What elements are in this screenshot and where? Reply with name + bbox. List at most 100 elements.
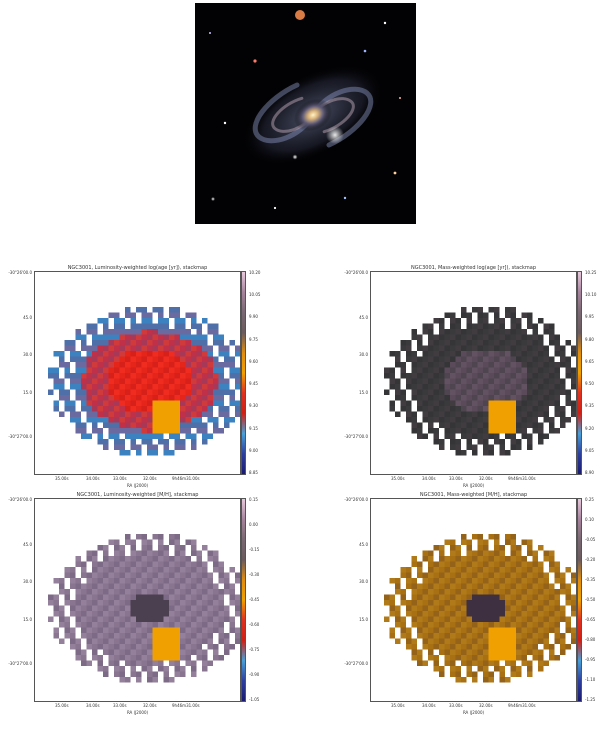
map-pixel	[439, 400, 445, 406]
map-pixel	[141, 400, 147, 406]
map-pixel	[543, 395, 549, 401]
map-pixel	[103, 351, 109, 357]
map-pixel	[158, 384, 164, 390]
map-pixel	[505, 655, 511, 661]
map-pixel	[141, 638, 147, 644]
map-pixel	[389, 627, 395, 633]
map-pixel	[417, 345, 423, 351]
map-pixel	[461, 583, 467, 589]
map-pixel	[411, 561, 417, 567]
map-pixel	[521, 428, 527, 434]
map-pixel	[97, 411, 103, 417]
map-pixel	[384, 600, 390, 606]
map-pixel	[521, 406, 527, 412]
map-pixel	[466, 655, 472, 661]
map-pixel	[169, 422, 175, 428]
map-pixel	[411, 556, 417, 562]
colorbar-tick-label: -0.30	[249, 572, 260, 577]
map-pixel	[158, 378, 164, 384]
map-pixel	[119, 362, 125, 368]
map-frame	[370, 271, 577, 475]
map-pixel	[499, 616, 505, 622]
map-pixel	[461, 433, 467, 439]
map-pixel	[185, 428, 191, 434]
map-pixel	[141, 367, 147, 373]
map-pixel	[565, 373, 571, 379]
map-pixel	[505, 627, 511, 633]
map-pixel	[450, 433, 456, 439]
map-pixel	[483, 417, 489, 423]
map-pixel	[450, 594, 456, 600]
map-pixel	[180, 611, 186, 617]
map-pixel	[554, 384, 560, 390]
map-pixel	[152, 567, 158, 573]
map-pixel	[163, 594, 169, 600]
map-pixel	[494, 400, 500, 406]
map-pixel	[152, 351, 158, 357]
map-pixel	[461, 417, 467, 423]
map-pixel	[466, 433, 472, 439]
map-pixel	[141, 362, 147, 368]
map-pixel	[75, 389, 81, 395]
map-pixel	[560, 644, 566, 650]
map-pixel	[152, 384, 158, 390]
map-pixel	[185, 329, 191, 335]
map-pixel	[488, 411, 494, 417]
map-pixel	[543, 406, 549, 412]
map-pixel	[202, 666, 208, 672]
map-pixel	[455, 622, 461, 628]
map-pixel	[70, 605, 76, 611]
map-pixel	[136, 433, 142, 439]
map-pixel	[103, 622, 109, 628]
map-pixel	[86, 378, 92, 384]
map-pixel	[218, 572, 224, 578]
map-pixel	[510, 583, 516, 589]
map-pixel	[185, 340, 191, 346]
map-pixel	[196, 638, 202, 644]
map-pixel	[119, 428, 125, 434]
map-pixel	[549, 417, 555, 423]
colorbar-tick-label: -0.75	[249, 647, 260, 652]
map-pixel	[185, 611, 191, 617]
map-pixel	[532, 334, 538, 340]
map-pixel	[510, 400, 516, 406]
map-pixel	[505, 411, 511, 417]
map-pixel	[510, 660, 516, 666]
map-pixel	[213, 389, 219, 395]
map-pixel	[461, 428, 467, 434]
map-pixel	[466, 334, 472, 340]
y-tick-label: 45.0	[359, 315, 368, 320]
map-pixel	[185, 539, 191, 545]
map-pixel	[543, 611, 549, 617]
map-pixel	[477, 633, 483, 639]
map-pixel	[119, 594, 125, 600]
map-pixel	[130, 578, 136, 584]
map-pixel	[125, 433, 131, 439]
map-pixel	[202, 389, 208, 395]
map-pixel	[185, 633, 191, 639]
map-pixel	[196, 345, 202, 351]
map-pixel	[505, 373, 511, 379]
map-pixel	[466, 323, 472, 329]
map-pixel	[494, 572, 500, 578]
map-pixel	[389, 605, 395, 611]
map-pixel	[59, 622, 65, 628]
map-pixel	[505, 644, 511, 650]
map-pixel	[488, 373, 494, 379]
map-pixel	[97, 356, 103, 362]
map-pixel	[428, 627, 434, 633]
map-pixel	[494, 660, 500, 666]
map-pixel	[455, 594, 461, 600]
map-pixel	[202, 334, 208, 340]
map-pixel	[488, 594, 494, 600]
map-pixel	[455, 655, 461, 661]
map-pixel	[130, 594, 136, 600]
map-pixel	[130, 400, 136, 406]
map-pixel	[218, 400, 224, 406]
map-pixel	[163, 545, 169, 551]
map-pixel	[516, 318, 522, 324]
map-pixel	[202, 356, 208, 362]
map-pixel	[97, 572, 103, 578]
map-pixel	[444, 362, 450, 368]
map-pixel	[439, 578, 445, 584]
